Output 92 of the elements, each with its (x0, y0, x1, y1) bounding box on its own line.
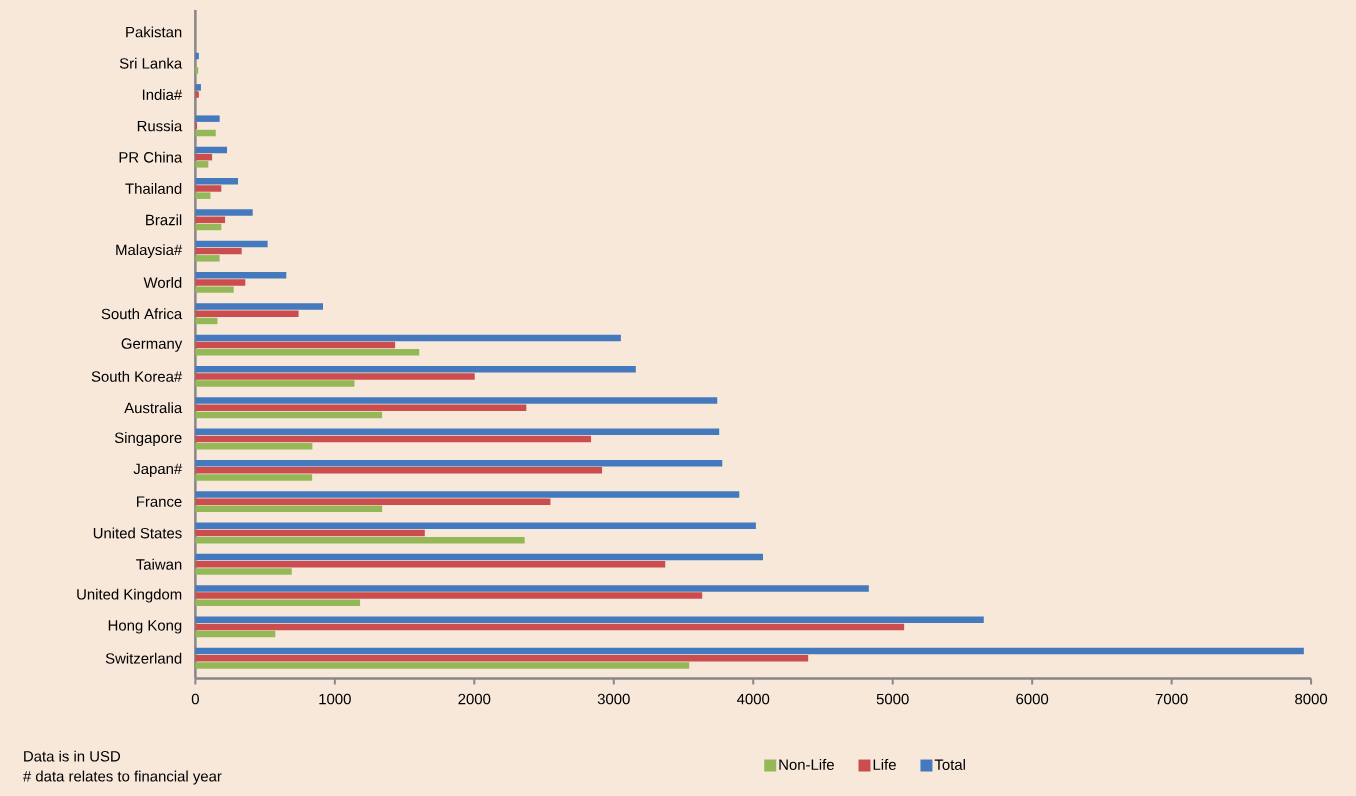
bar (195, 310, 299, 317)
x-tick-label: 2000 (458, 693, 491, 705)
bar (195, 146, 228, 154)
y-tick-label: Taiwan (136, 558, 182, 570)
bar (195, 334, 621, 341)
y-tick-label: World (143, 276, 182, 288)
bar (195, 129, 216, 137)
y-tick-label: Pakistan (126, 26, 182, 38)
y-tick-label: United States (93, 527, 182, 539)
y-tick-label: India# (142, 88, 183, 100)
bar (195, 592, 703, 599)
x-tick-label: 4000 (736, 693, 770, 705)
text: # data relates to financial year (22, 770, 222, 785)
bar (195, 185, 222, 192)
bar (195, 553, 763, 561)
y-tick-label: South Africa (101, 308, 183, 320)
legend-label: Total (934, 758, 965, 770)
x-tick-label: 8000 (1295, 693, 1328, 705)
bar (195, 599, 361, 606)
bar (195, 404, 527, 411)
y-tick-label: Germany (121, 338, 183, 352)
bar (195, 91, 199, 98)
x-tick-label: 0 (191, 693, 199, 705)
bar (195, 435, 592, 443)
text: Data is in USD (24, 750, 120, 762)
bar (195, 177, 239, 185)
bar (195, 647, 1304, 655)
bar (195, 616, 984, 623)
bar (195, 536, 525, 544)
legend-label: Life (873, 758, 896, 770)
bar (195, 372, 475, 380)
bar (195, 223, 222, 231)
bar (195, 654, 809, 662)
bar (195, 341, 396, 349)
y-tick-label: Malaysia# (116, 244, 183, 258)
bar (195, 115, 220, 122)
bar (195, 529, 425, 537)
bar (195, 247, 242, 255)
bar (195, 348, 420, 356)
y-tick-label: PR China (119, 151, 183, 163)
x-tick-label: 5000 (876, 693, 909, 705)
bar (195, 459, 723, 467)
y-tick-label: Thailand (125, 182, 182, 194)
bar (195, 254, 220, 262)
y-tick-label: Sri Lanka (119, 57, 183, 69)
bar (195, 365, 636, 373)
bar (195, 560, 666, 568)
x-tick-label: 6000 (1016, 693, 1049, 705)
bar (195, 286, 234, 293)
y-tick-label: Australia (124, 402, 183, 413)
y-tick-label: South Korea# (91, 370, 183, 382)
bar (195, 662, 690, 669)
bar (195, 160, 209, 168)
bar (195, 279, 246, 286)
legend-label: Non-Life (779, 758, 834, 770)
bar (195, 585, 869, 592)
bar (195, 303, 323, 310)
bar (195, 83, 201, 91)
bar (195, 630, 276, 638)
bar (195, 271, 287, 279)
bar (195, 411, 383, 418)
bar (195, 428, 720, 435)
bar (195, 466, 603, 474)
y-tick-label: Brazil (146, 214, 182, 226)
bar (195, 52, 199, 60)
bar (195, 192, 211, 199)
y-tick-label: Singapore (114, 431, 182, 446)
bar (195, 397, 718, 404)
y-tick-label: Japan# (133, 463, 183, 477)
x-tick-label: 7000 (1155, 693, 1188, 705)
bar (195, 505, 383, 512)
x-tick-label: 3000 (597, 693, 630, 705)
y-tick-label: France (137, 496, 182, 507)
bar (195, 442, 313, 450)
bar (195, 209, 253, 216)
bar (195, 474, 313, 481)
bar (195, 568, 292, 575)
x-tick-label: 1000 (319, 693, 351, 705)
bar (195, 240, 268, 247)
y-tick-label: Russia (137, 120, 183, 132)
bar (195, 380, 355, 387)
bar (195, 153, 213, 161)
bar (195, 623, 905, 630)
bar (195, 66, 199, 74)
bar (195, 317, 218, 325)
bar (195, 498, 551, 505)
y-tick-label: Hong Kong (108, 620, 182, 634)
y-tick-label: United Kingdom (77, 588, 182, 603)
bar (195, 491, 740, 498)
bar (195, 216, 226, 223)
y-tick-label: Switzerland (105, 652, 182, 664)
bar (195, 522, 756, 529)
